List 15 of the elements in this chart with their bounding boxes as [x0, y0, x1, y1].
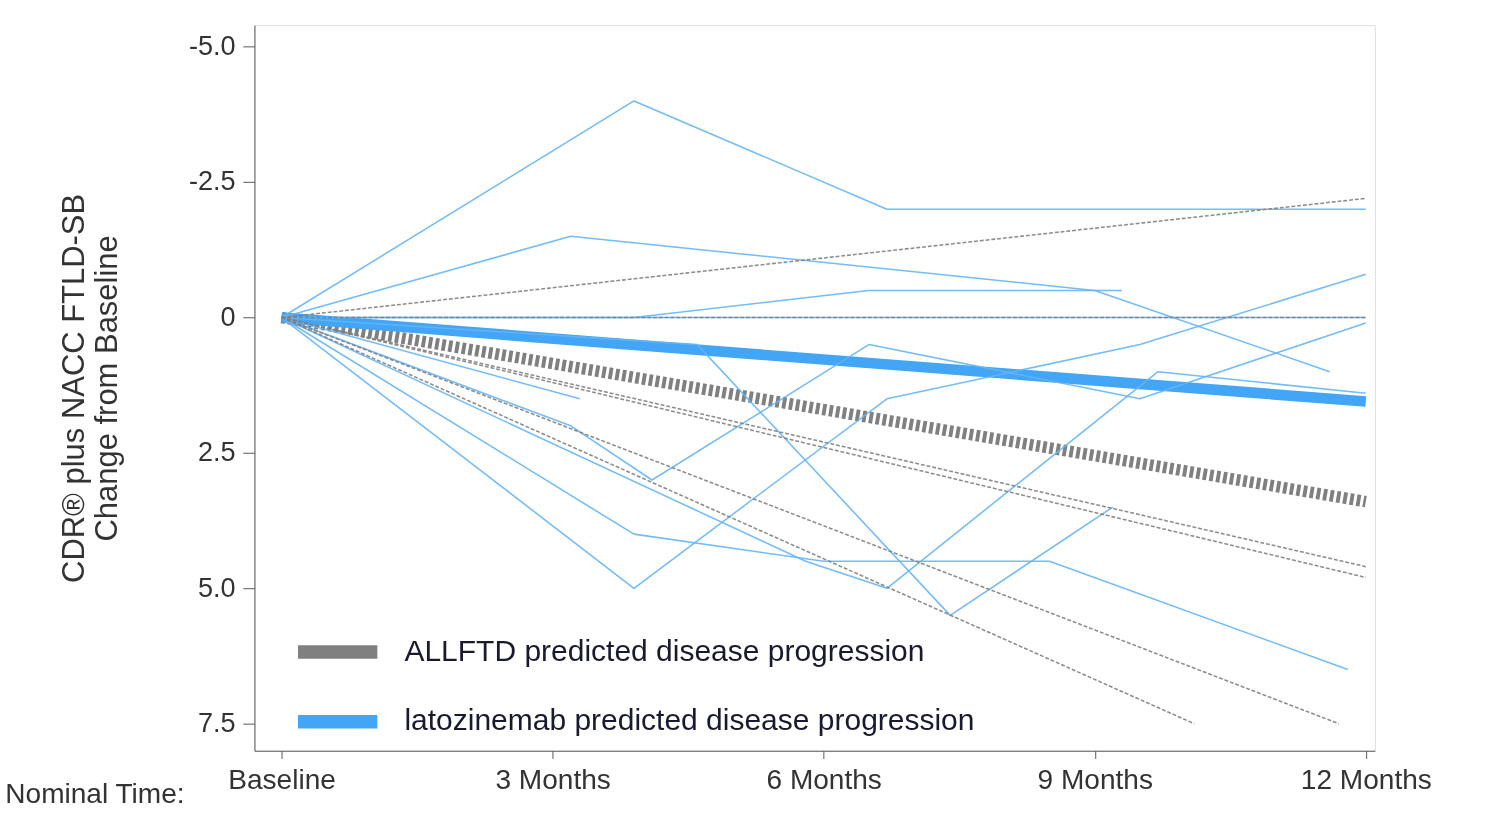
y-tick-label: 2.5	[197, 436, 236, 468]
y-tick-label: 0	[220, 300, 236, 332]
y-tick-label: 5.0	[197, 571, 236, 603]
y-tick-label: 7.5	[197, 706, 236, 738]
x-axis-title: Nominal Time:	[5, 777, 185, 809]
y-axis-title: CDR® plus NACC FTLD-SB Change from Baseline	[55, 193, 124, 583]
y-tick-label: -2.5	[188, 165, 236, 197]
x-tick-label: 6 Months	[766, 763, 882, 795]
x-tick-label: 3 Months	[495, 763, 611, 795]
legend-label: ALLFTD predicted disease progression	[404, 633, 925, 667]
x-tick-label: 9 Months	[1037, 763, 1153, 795]
y-tick-label: -5.0	[188, 29, 236, 61]
legend-label: latozinemab predicted disease progression	[404, 703, 975, 737]
x-tick-label: Baseline	[228, 763, 336, 795]
x-tick-label: 12 Months	[1300, 763, 1432, 795]
